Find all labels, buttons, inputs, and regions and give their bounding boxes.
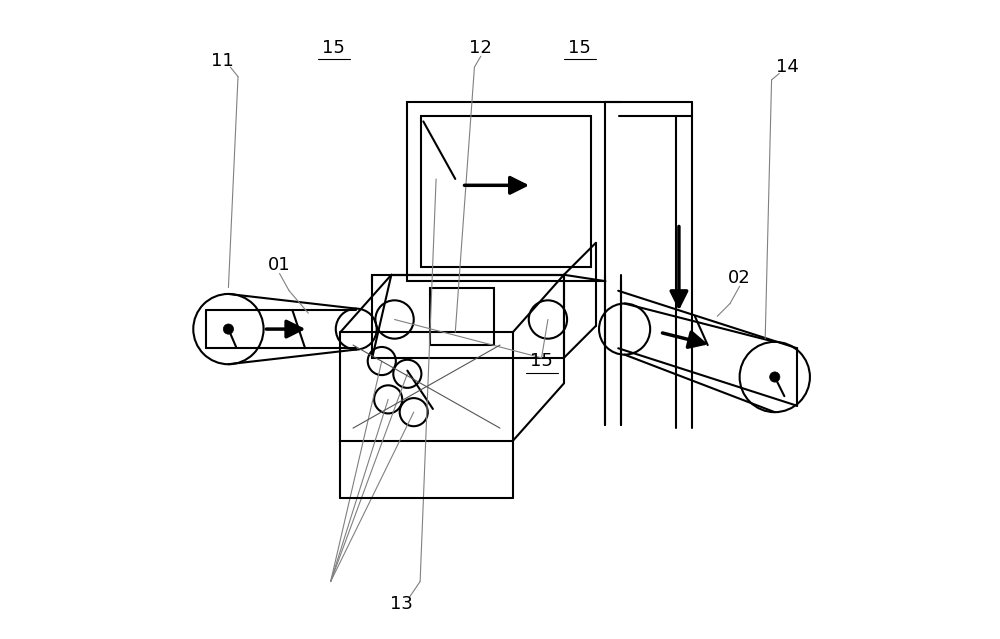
Text: 11: 11	[211, 52, 233, 70]
Bar	[372, 275, 564, 358]
Text: 13: 13	[390, 595, 412, 613]
Text: 01: 01	[268, 256, 291, 274]
Text: 15: 15	[530, 352, 553, 370]
Bar	[407, 102, 605, 281]
Text: 15: 15	[568, 39, 591, 57]
Circle shape	[223, 324, 234, 334]
Text: 12: 12	[469, 39, 492, 57]
Bar	[421, 116, 591, 267]
Circle shape	[770, 372, 780, 382]
Bar	[430, 288, 494, 345]
Text: 02: 02	[728, 269, 751, 287]
Text: 15: 15	[322, 39, 345, 57]
Text: 14: 14	[776, 58, 799, 76]
